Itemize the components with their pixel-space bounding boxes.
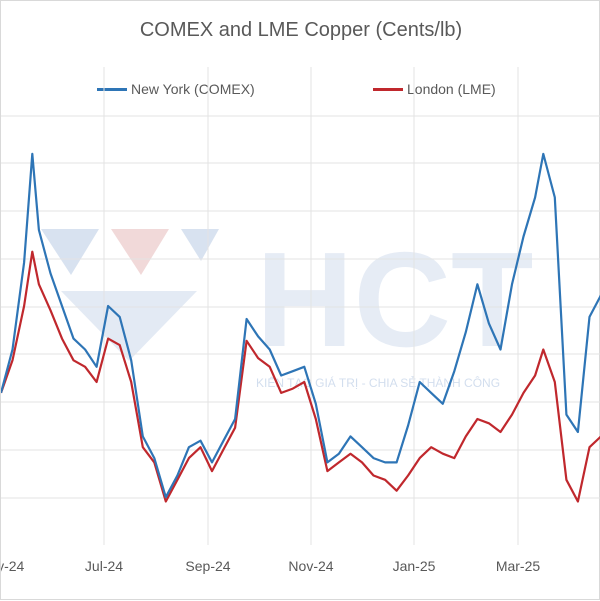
x-tick-label: Sep-24 <box>185 558 230 574</box>
legend-label-comex: New York (COMEX) <box>131 81 255 97</box>
series-line-comex <box>1 152 600 499</box>
legend-label-lme: London (LME) <box>407 81 496 97</box>
legend-item-lme: London (LME) <box>373 81 496 97</box>
series-lines <box>1 152 600 503</box>
grid-lines <box>1 67 600 545</box>
legend-swatch-comex <box>97 87 127 91</box>
x-tick-label: May-24 <box>1 558 25 574</box>
series-line-lme <box>1 250 600 503</box>
legend: New York (COMEX) London (LME) <box>1 81 600 101</box>
chart-title: COMEX and LME Copper (Cents/lb) <box>139 19 463 41</box>
x-tick-label: Jan-25 <box>393 558 436 574</box>
x-tick-label: Jul-24 <box>85 558 123 574</box>
x-axis-tick-labels: May-24 Jul-24 Sep-24 Nov-24 Jan-25 Mar-25 <box>1 558 540 574</box>
x-tick-label: Mar-25 <box>496 558 541 574</box>
legend-item-comex: New York (COMEX) <box>97 81 255 97</box>
x-tick-label: Nov-24 <box>288 558 333 574</box>
legend-swatch-lme <box>373 87 403 91</box>
